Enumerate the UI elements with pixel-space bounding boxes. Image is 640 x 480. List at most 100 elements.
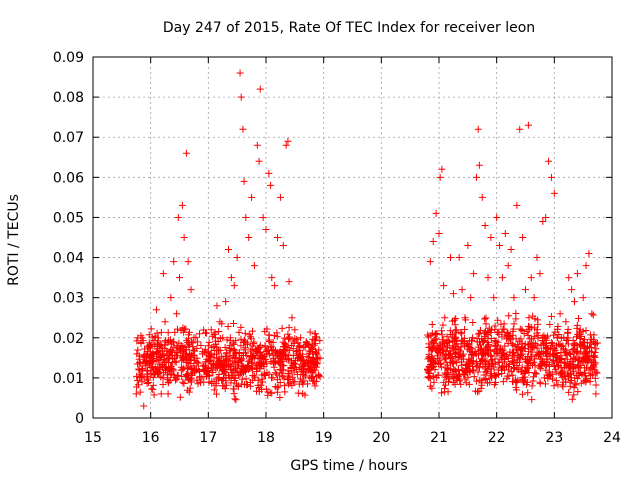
data-point-cluster [454, 353, 462, 361]
data-point [141, 358, 149, 366]
data-point-cluster [543, 371, 551, 379]
data-point-cluster [311, 339, 319, 347]
data-point-cluster [430, 378, 438, 386]
data-point-cluster [209, 368, 217, 376]
data-point-cluster [301, 372, 309, 380]
data-point-cluster [526, 335, 534, 343]
data-point-cluster [437, 327, 445, 335]
data-point-cluster [142, 351, 150, 359]
data-point-cluster [294, 339, 302, 347]
data-point [556, 310, 564, 318]
data-point-cluster [504, 354, 512, 362]
data-point-cluster [509, 352, 517, 360]
data-point-cluster [555, 331, 563, 339]
data-point-cluster [566, 378, 574, 386]
data-point-cluster [230, 340, 238, 348]
data-point [279, 242, 287, 250]
data-point-cluster [232, 365, 240, 373]
data-point-cluster [531, 355, 539, 363]
data-point-cluster [473, 338, 481, 346]
y-axis-title: ROTI / TECUs [6, 194, 22, 286]
data-point-cluster [151, 342, 159, 350]
data-point-cluster [247, 353, 255, 361]
data-point-cluster [229, 339, 237, 347]
data-point-cluster [571, 374, 579, 382]
data-point [423, 366, 431, 374]
data-point [225, 246, 233, 254]
data-point-cluster [461, 366, 469, 374]
data-point-cluster [588, 348, 596, 356]
data-point-cluster [503, 335, 511, 343]
data-point-cluster [224, 356, 232, 364]
data-point-cluster [494, 358, 502, 366]
data-point [138, 378, 146, 386]
data-point-cluster [298, 378, 306, 386]
data-point-cluster [151, 363, 159, 371]
data-point-cluster [564, 329, 572, 337]
data-point [501, 229, 509, 237]
data-point-cluster [491, 322, 499, 330]
data-point-cluster [300, 343, 308, 351]
data-point [435, 229, 443, 237]
data-point [436, 173, 444, 181]
data-point-cluster [173, 325, 181, 333]
data-point-cluster [290, 339, 298, 347]
data-point-cluster [469, 334, 477, 342]
data-point [455, 254, 463, 262]
data-point [308, 366, 316, 374]
data-point-cluster [562, 336, 570, 344]
data-point-cluster [501, 342, 509, 350]
data-point-cluster [298, 365, 306, 373]
data-point [579, 294, 587, 302]
data-point-cluster [312, 350, 320, 358]
data-point-cluster [210, 386, 218, 394]
data-point [204, 342, 212, 350]
data-point-cluster [446, 375, 454, 383]
data-point-cluster [469, 366, 477, 374]
data-point-cluster [565, 388, 573, 396]
data-point-cluster [436, 346, 444, 354]
data-point [159, 270, 167, 278]
data-point-cluster [521, 345, 529, 353]
data-point-cluster [246, 378, 254, 386]
data-point-cluster [530, 333, 538, 341]
data-point-cluster [169, 358, 177, 366]
data-point-cluster [578, 357, 586, 365]
data-point-cluster [285, 334, 293, 342]
data-point-cluster [288, 382, 296, 390]
data-point-cluster [218, 361, 226, 369]
data-point-cluster [524, 352, 532, 360]
data-point [196, 374, 204, 382]
data-point-cluster [424, 333, 432, 341]
data-point-cluster [518, 363, 526, 371]
data-point [271, 282, 279, 290]
data-point-cluster [182, 350, 190, 358]
data-point-cluster [275, 357, 283, 365]
data-point [493, 213, 501, 221]
data-point-cluster [226, 334, 234, 342]
data-point-cluster [234, 382, 242, 390]
data-point-cluster [534, 316, 542, 324]
data-point-cluster [478, 381, 486, 389]
data-point-cluster [583, 355, 591, 363]
data-point-cluster [255, 388, 263, 396]
data-point-cluster [483, 367, 491, 375]
data-point-cluster [171, 351, 179, 359]
data-point-cluster [206, 353, 214, 361]
data-point-cluster [449, 378, 457, 386]
data-point-cluster [179, 365, 187, 373]
data-point-cluster [220, 370, 228, 378]
data-point-cluster [280, 343, 288, 351]
data-point-cluster [176, 393, 184, 401]
data-point [282, 141, 290, 149]
data-point-cluster [155, 349, 163, 357]
data-point [311, 382, 319, 390]
data-point [268, 274, 276, 282]
data-point-cluster [434, 348, 442, 356]
data-point [237, 93, 245, 101]
data-point [240, 177, 248, 185]
data-point-cluster [271, 346, 279, 354]
data-point-cluster [195, 365, 203, 373]
data-point-cluster [149, 381, 157, 389]
